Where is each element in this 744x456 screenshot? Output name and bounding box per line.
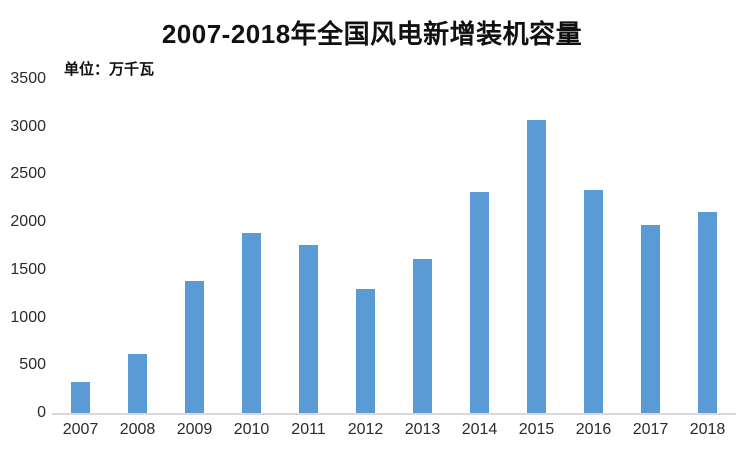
bar-2017 xyxy=(641,225,660,413)
bar-2018 xyxy=(698,212,717,413)
bar-slot xyxy=(679,79,736,413)
bar-2012 xyxy=(356,289,375,413)
bar-slot xyxy=(394,79,451,413)
bar-2014 xyxy=(470,192,489,413)
y-tick-label: 0 xyxy=(37,404,46,421)
y-tick-label: 2000 xyxy=(10,213,46,231)
x-tick-label: 2016 xyxy=(575,421,612,438)
bar-2007 xyxy=(71,382,90,413)
y-tick-label: 2500 xyxy=(10,165,46,183)
x-tick-label: 2008 xyxy=(119,421,156,438)
bar-slot xyxy=(223,79,280,413)
y-tick-label: 500 xyxy=(19,356,46,374)
plot-area xyxy=(52,79,736,415)
bar-2009 xyxy=(185,281,204,413)
y-tick-label: 1000 xyxy=(10,308,46,326)
bar-slot xyxy=(280,79,337,413)
chart-title: 2007-2018年全国风电新增装机容量 xyxy=(161,19,583,49)
bar-slot xyxy=(451,79,508,413)
bar-slot xyxy=(337,79,394,413)
bar-slot xyxy=(508,79,565,413)
bar-2010 xyxy=(242,233,261,413)
bar-2013 xyxy=(413,259,432,413)
x-tick-label: 2007 xyxy=(62,421,99,438)
x-tick-label: 2013 xyxy=(404,421,441,438)
bar-2008 xyxy=(128,354,147,413)
y-axis: 3500 3000 2500 2000 1500 1000 500 0 xyxy=(0,0,46,456)
x-tick-label: 2018 xyxy=(689,421,726,438)
bar-slot xyxy=(52,79,109,413)
bar-slot xyxy=(622,79,679,413)
x-tick-label: 2012 xyxy=(347,421,384,438)
x-tick-label: 2010 xyxy=(233,421,270,438)
x-tick-label: 2014 xyxy=(461,421,498,438)
bar-slot xyxy=(565,79,622,413)
x-tick-label: 2011 xyxy=(291,421,326,438)
bar-2016 xyxy=(584,190,603,413)
unit-label: 单位：万千瓦 xyxy=(64,61,155,78)
bar-slot xyxy=(166,79,223,413)
bar-2015 xyxy=(527,120,546,413)
y-tick-label: 1500 xyxy=(10,260,46,278)
x-axis: 2007 2008 2009 2010 2011 2012 2013 2014 2015 2016… xyxy=(52,421,736,439)
x-tick-label: 2009 xyxy=(176,421,213,438)
y-tick-label: 3000 xyxy=(10,117,46,135)
x-tick-label: 2017 xyxy=(632,421,669,438)
bar-slot xyxy=(109,79,166,413)
y-tick-label: 3500 xyxy=(10,70,46,87)
x-tick-label: 2015 xyxy=(518,421,555,438)
bar-2011 xyxy=(299,245,318,413)
